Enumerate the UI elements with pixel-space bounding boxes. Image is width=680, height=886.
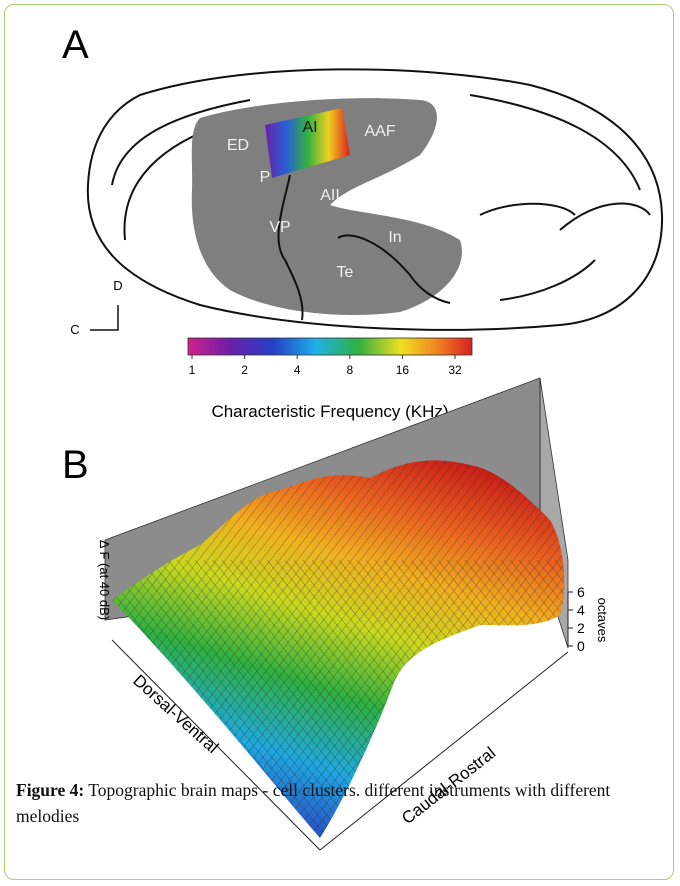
mesh-line <box>518 559 565 838</box>
mesh-line <box>473 559 565 838</box>
mesh-line <box>500 559 565 838</box>
caption: Figure 4: Topographic brain maps - cell … <box>16 777 656 829</box>
mesh-line <box>113 559 355 838</box>
region-label: P <box>260 169 271 186</box>
y-axis <box>319 651 569 851</box>
mesh-line <box>491 559 565 838</box>
z-axis-unit: octaves <box>595 598 610 643</box>
mesh-line <box>464 559 565 838</box>
colorbar-tick-label: 8 <box>346 363 353 377</box>
colorbar-tick-label: 1 <box>189 363 196 377</box>
caption-text: Topographic brain maps - cell clusters. … <box>16 780 611 826</box>
mesh-line <box>446 559 565 838</box>
x-axis <box>111 639 321 851</box>
colorbar-label: Characteristic Frequency (KHz) <box>211 402 448 421</box>
mesh-line <box>455 559 565 838</box>
colorbar <box>187 337 473 356</box>
region-label: In <box>388 229 401 246</box>
z-tick-label: 0 <box>577 638 585 654</box>
colorbar-tick-label: 16 <box>396 363 410 377</box>
sulcus <box>111 94 651 301</box>
mesh-line <box>131 559 373 838</box>
z-axis-label: Δ F (at 40 dB) <box>97 540 112 620</box>
colorbar-tick-label: 4 <box>294 363 301 377</box>
region-label: VP <box>269 219 290 236</box>
region-label: Te <box>337 264 354 281</box>
colorbar-tick-label: 2 <box>241 363 248 377</box>
z-tick-label: 2 <box>577 620 585 636</box>
mesh-line <box>233 460 565 838</box>
mesh-line <box>509 559 565 838</box>
caption-label: Figure 4: <box>16 780 85 800</box>
brain-outline <box>86 68 664 331</box>
mesh-line <box>482 559 565 838</box>
z-tick-label: 6 <box>577 584 585 600</box>
mesh-line <box>112 559 346 838</box>
orientation-label: C <box>70 322 79 337</box>
panel-label: B <box>62 443 89 487</box>
tonotopic-map <box>265 108 350 178</box>
colorbar-tick-label: 32 <box>448 363 462 377</box>
panel-label: A <box>62 23 89 67</box>
region-label: AAF <box>364 123 395 140</box>
z-tick-label: 4 <box>577 602 585 618</box>
mesh-line <box>122 559 364 838</box>
region-label: AI <box>302 119 317 136</box>
orientation-label: D <box>113 278 122 293</box>
region-label: ED <box>227 137 249 154</box>
figure-frame <box>4 4 674 880</box>
region-label: AII <box>320 187 340 204</box>
auditory-cortex <box>191 98 462 316</box>
sulcus <box>277 174 451 321</box>
orientation-axes <box>90 305 119 331</box>
